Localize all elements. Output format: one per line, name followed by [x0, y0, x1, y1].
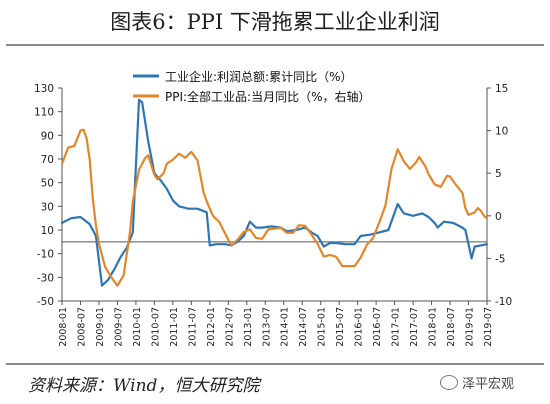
x-tick-label: 2013-01 [243, 307, 254, 347]
x-tick-label: 2017-07 [409, 307, 420, 347]
watermark: 泽平宏观 [440, 373, 514, 392]
x-tick-label: 2008-07 [76, 307, 87, 347]
x-tick-label: 2014-07 [298, 307, 309, 347]
x-tick-label: 2018-07 [446, 307, 457, 347]
wechat-icon [440, 375, 458, 390]
right-tick-label: 0 [495, 211, 502, 223]
watermark-text: 泽平宏观 [462, 377, 515, 392]
x-tick-label: 2010-07 [150, 307, 161, 347]
right-tick-label: 10 [495, 126, 508, 138]
right-tick-label: 15 [495, 83, 508, 95]
x-tick-label: 2015-07 [335, 307, 346, 347]
bottom-divider [6, 363, 544, 365]
x-tick-label: 2009-07 [113, 307, 124, 347]
left-tick-label: 130 [34, 83, 54, 95]
left-tick-label: -30 [37, 272, 54, 284]
x-tick-label: 2009-01 [95, 307, 106, 347]
x-tick-label: 2012-07 [224, 307, 235, 347]
x-tick-label: 2016-01 [354, 307, 365, 347]
series-lines [60, 98, 489, 287]
x-tick-label: 2008-01 [58, 307, 69, 347]
axes: -50-30-101030507090110130-10-50510152008… [34, 83, 512, 347]
right-tick-label: 5 [495, 168, 502, 180]
profit-line [60, 98, 489, 287]
left-tick-label: 90 [41, 130, 54, 142]
ppi-line [60, 128, 489, 287]
left-tick-label: 110 [34, 107, 54, 119]
x-tick-label: 2011-07 [187, 307, 198, 347]
x-tick-label: 2019-01 [465, 307, 476, 347]
x-tick-label: 2015-01 [317, 307, 328, 347]
left-tick-label: -10 [37, 249, 54, 261]
right-tick-label: -5 [495, 253, 505, 265]
x-tick-label: 2011-01 [169, 307, 180, 347]
x-tick-label: 2017-01 [391, 307, 402, 347]
source-note: 资料来源：Wind，恒大研究院 [28, 376, 260, 396]
x-tick-label: 2016-07 [372, 307, 383, 347]
left-tick-label: 30 [41, 201, 54, 213]
x-tick-label: 2010-01 [132, 307, 143, 347]
x-tick-label: 2019-07 [483, 307, 494, 347]
x-tick-label: 2013-07 [261, 307, 272, 347]
legend-label: 工业企业:利润总额:累计同比（%） [165, 69, 353, 84]
right-tick-label: -10 [495, 296, 512, 308]
left-tick-label: 10 [41, 225, 54, 237]
left-tick-label: 70 [41, 154, 54, 166]
x-tick-label: 2012-01 [206, 307, 217, 347]
legend: 工业企业:利润总额:累计同比（%） PPI:全部工业品:当月同比（%，右轴） [133, 69, 371, 104]
page-title: 图表6：PPI 下滑拖累工业企业利润 [110, 10, 440, 34]
legend-label: PPI:全部工业品:当月同比（%，右轴） [165, 89, 371, 104]
x-tick-label: 2014-01 [280, 307, 291, 347]
title-divider [6, 44, 544, 46]
left-tick-label: -50 [37, 296, 54, 308]
x-tick-label: 2018-01 [428, 307, 439, 347]
left-tick-label: 50 [41, 178, 54, 190]
